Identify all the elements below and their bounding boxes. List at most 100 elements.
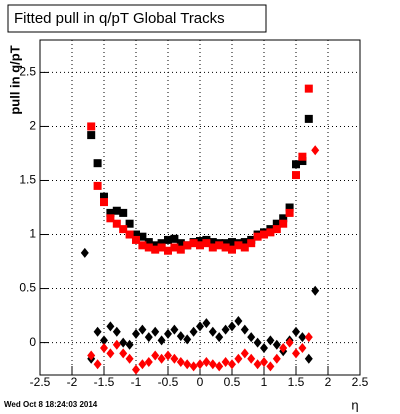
diamond-marker bbox=[112, 326, 121, 337]
y-tick-label: 2.5 bbox=[19, 65, 36, 79]
square-marker bbox=[272, 225, 281, 234]
square-marker bbox=[272, 219, 281, 228]
x-tick-label: 1 bbox=[261, 375, 268, 389]
diamond-marker bbox=[93, 326, 102, 337]
square-marker bbox=[240, 238, 249, 247]
square-marker bbox=[304, 84, 313, 93]
diamond-marker bbox=[304, 332, 313, 343]
diamond-marker bbox=[151, 326, 160, 337]
square-marker bbox=[106, 214, 115, 223]
x-tick-label: -1 bbox=[131, 375, 142, 389]
square-marker bbox=[151, 245, 160, 254]
diamond-marker bbox=[119, 348, 128, 359]
x-tick-label: -2.5 bbox=[30, 375, 51, 389]
diamond-marker bbox=[215, 361, 224, 372]
square-marker bbox=[100, 192, 108, 201]
diamond-marker bbox=[240, 324, 249, 335]
diamond-marker bbox=[183, 334, 192, 345]
x-tick-label: -2 bbox=[67, 375, 78, 389]
square-marker bbox=[132, 230, 140, 239]
x-tick-label: 1.5 bbox=[288, 375, 305, 389]
square-marker bbox=[228, 238, 236, 247]
diamond-marker bbox=[144, 332, 153, 343]
square-marker bbox=[170, 234, 179, 243]
square-marker bbox=[125, 230, 134, 239]
square-marker bbox=[285, 208, 294, 217]
diamond-marker bbox=[132, 364, 140, 375]
square-marker bbox=[132, 235, 140, 244]
square-marker bbox=[170, 243, 179, 252]
square-marker bbox=[196, 241, 204, 250]
diamond-marker bbox=[240, 348, 249, 359]
diamond-marker bbox=[221, 357, 230, 368]
diamond-marker bbox=[106, 321, 115, 332]
square-marker bbox=[292, 171, 300, 180]
square-marker bbox=[260, 230, 268, 239]
diamond-marker bbox=[228, 359, 236, 370]
diamond-marker bbox=[298, 332, 307, 343]
diamond-marker bbox=[208, 359, 217, 370]
diamond-marker bbox=[196, 359, 204, 370]
square-marker bbox=[298, 152, 307, 161]
diamond-marker bbox=[164, 328, 172, 339]
diamond-marker bbox=[132, 328, 140, 339]
diamond-marker bbox=[266, 361, 275, 372]
diamond-marker bbox=[196, 321, 204, 332]
x-tick-label: 0.5 bbox=[224, 375, 241, 389]
square-marker bbox=[138, 241, 147, 250]
square-marker bbox=[240, 243, 249, 252]
diamond-marker bbox=[125, 339, 134, 350]
square-marker bbox=[253, 232, 262, 241]
square-marker bbox=[87, 131, 96, 140]
square-marker bbox=[176, 239, 185, 248]
x-axis-label: η bbox=[351, 397, 358, 412]
square-marker bbox=[228, 245, 236, 254]
diamond-marker bbox=[215, 332, 224, 343]
diamond-marker bbox=[253, 337, 262, 348]
diamond-marker bbox=[279, 342, 288, 353]
diamond-marker bbox=[202, 318, 211, 329]
diamond-marker bbox=[221, 324, 230, 335]
diamond-marker bbox=[272, 353, 281, 364]
chart-title: Fitted pull in q/pT Global Tracks bbox=[14, 10, 225, 27]
square-marker bbox=[215, 241, 224, 250]
x-tick-label: -1.5 bbox=[94, 375, 115, 389]
diamond-marker bbox=[151, 350, 160, 361]
title-box bbox=[7, 4, 267, 33]
square-marker bbox=[87, 122, 96, 131]
square-marker bbox=[106, 208, 115, 217]
square-marker bbox=[125, 219, 134, 228]
diamond-marker bbox=[93, 359, 102, 370]
diamond-marker bbox=[144, 357, 153, 368]
diamond-marker bbox=[87, 350, 96, 361]
square-marker bbox=[119, 225, 128, 234]
x-tick-label: 0 bbox=[197, 375, 204, 389]
diamond-marker bbox=[311, 145, 320, 156]
diamond-marker bbox=[253, 359, 262, 370]
diamond-marker bbox=[311, 285, 320, 296]
diamond-marker bbox=[170, 353, 179, 364]
square-marker bbox=[144, 243, 153, 252]
y-tick-label: 2 bbox=[29, 119, 36, 133]
square-marker bbox=[112, 219, 121, 228]
square-marker bbox=[196, 237, 204, 245]
square-marker bbox=[208, 243, 217, 252]
diamond-marker bbox=[125, 353, 134, 364]
square-marker bbox=[285, 203, 294, 212]
square-marker bbox=[183, 241, 192, 250]
square-marker bbox=[221, 239, 230, 248]
square-marker bbox=[164, 246, 172, 255]
diamond-marker bbox=[228, 321, 236, 332]
square-marker bbox=[247, 239, 256, 248]
diamond-marker bbox=[202, 357, 211, 368]
square-marker bbox=[304, 114, 313, 123]
diamond-marker bbox=[234, 315, 243, 326]
diamond-marker bbox=[176, 357, 185, 368]
diamond-marker bbox=[260, 342, 268, 353]
square-marker bbox=[221, 243, 230, 252]
diamond-marker bbox=[292, 326, 300, 337]
diamond-marker bbox=[292, 348, 300, 359]
square-marker bbox=[266, 228, 275, 237]
y-axis-label: pull in q/pT bbox=[7, 45, 22, 114]
y-tick-label: 0 bbox=[29, 335, 36, 349]
